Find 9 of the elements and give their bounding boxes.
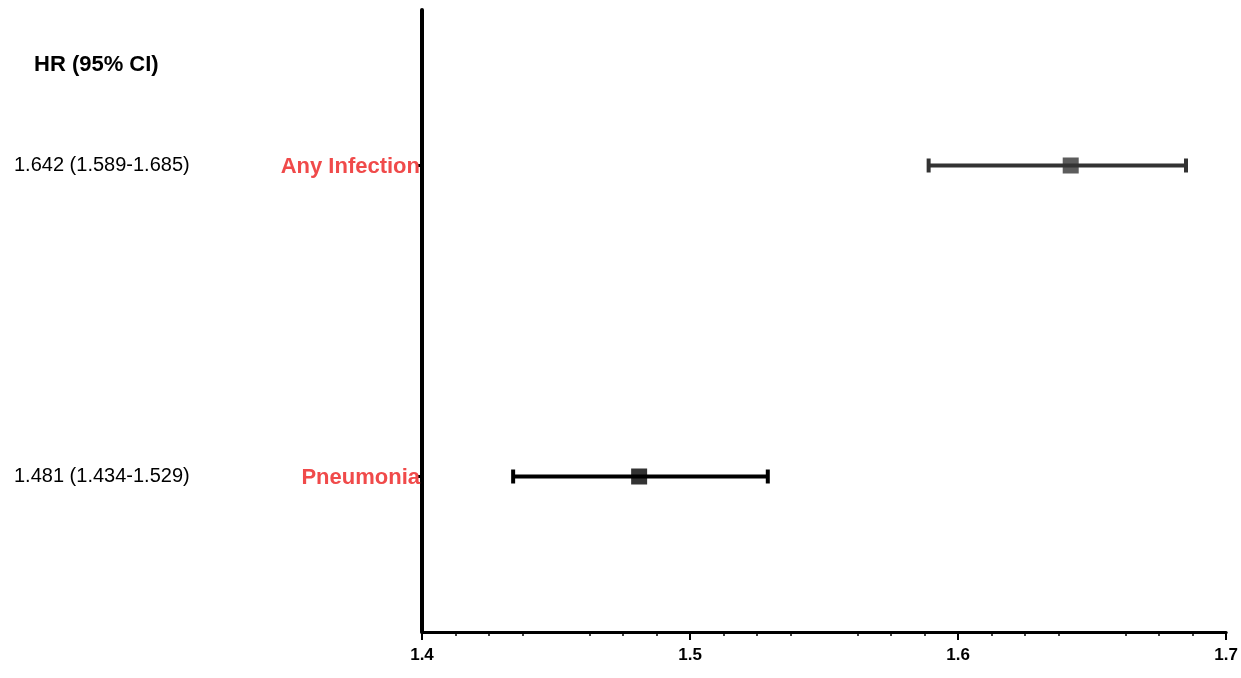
x-tick-label: 1.5: [678, 645, 702, 664]
x-tick-label: 1.7: [1214, 645, 1238, 664]
y-tick-label: Any Infection: [280, 153, 420, 178]
text: HR (95% CI): [34, 50, 159, 76]
x-tick-label: 1.4: [410, 645, 435, 664]
text: 1.642 (1.589-1.685): [14, 152, 190, 175]
x-tick-label: 1.6: [946, 645, 970, 664]
y-tick-label: Pneumonia: [301, 464, 421, 489]
text: 1.481 (1.434-1.529): [14, 463, 190, 486]
